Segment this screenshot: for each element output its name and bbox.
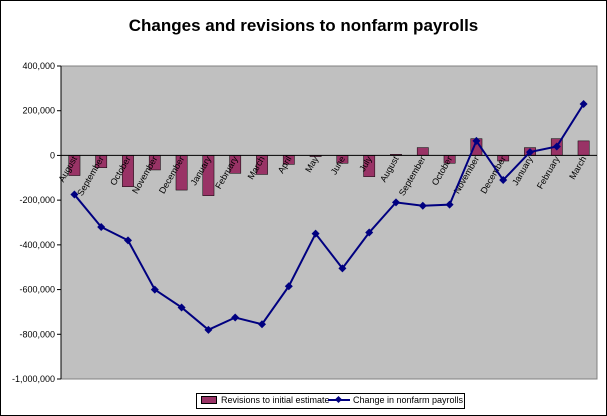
payroll-point	[526, 148, 534, 157]
payroll-point	[177, 303, 186, 312]
y-tick-label: 400,000	[22, 61, 55, 71]
y-tick-label: 200,000	[22, 106, 55, 116]
payroll-point	[445, 200, 454, 209]
payroll-point	[365, 228, 374, 237]
legend-label-payrolls: Change in nonfarm payrolls	[353, 395, 464, 405]
legend-item-payrolls: Change in nonfarm payrolls	[328, 395, 463, 405]
payroll-point	[579, 100, 588, 109]
payroll-point	[150, 285, 159, 294]
y-tick-label: -200,000	[19, 195, 55, 205]
payroll-line	[73, 103, 585, 331]
payroll-point	[70, 190, 79, 199]
y-axis-ticks: 400,000 200,000 0 -200,000 -400,000 -600,000 -…	[12, 61, 61, 384]
y-tick-label: -800,000	[19, 329, 55, 339]
revision-bar	[577, 140, 590, 156]
legend-label-revisions: Revisions to initial estimate	[221, 395, 330, 405]
payroll-point	[124, 236, 132, 245]
legend-line-payrolls	[328, 395, 350, 405]
plot-area	[60, 65, 598, 380]
payroll-point	[472, 136, 481, 145]
payroll-point	[338, 264, 347, 273]
bar-series	[68, 138, 590, 196]
payroll-point	[204, 325, 213, 334]
y-tick-label: -1,000,000	[12, 374, 55, 384]
y-tick-label: -400,000	[19, 240, 55, 250]
y-tick-label: 0	[50, 150, 55, 160]
y-tick-label: -600,000	[19, 285, 55, 295]
payroll-point	[311, 229, 320, 238]
chart-title: Changes and revisions to nonfarm payroll…	[128, 16, 479, 35]
payroll-point	[552, 142, 561, 151]
payroll-point	[284, 282, 293, 291]
revision-bar	[416, 147, 429, 156]
legend: Revisions to initial estimate Change in …	[196, 393, 465, 409]
legend-swatch-revisions	[201, 396, 217, 404]
payroll-markers	[70, 100, 588, 334]
payroll-point	[392, 198, 400, 207]
legend-item-revisions: Revisions to initial estimate	[201, 395, 330, 405]
payroll-point	[499, 176, 508, 185]
payroll-point	[418, 201, 427, 210]
payroll-point	[231, 313, 240, 322]
payroll-point	[97, 222, 106, 231]
payroll-point	[258, 320, 266, 329]
